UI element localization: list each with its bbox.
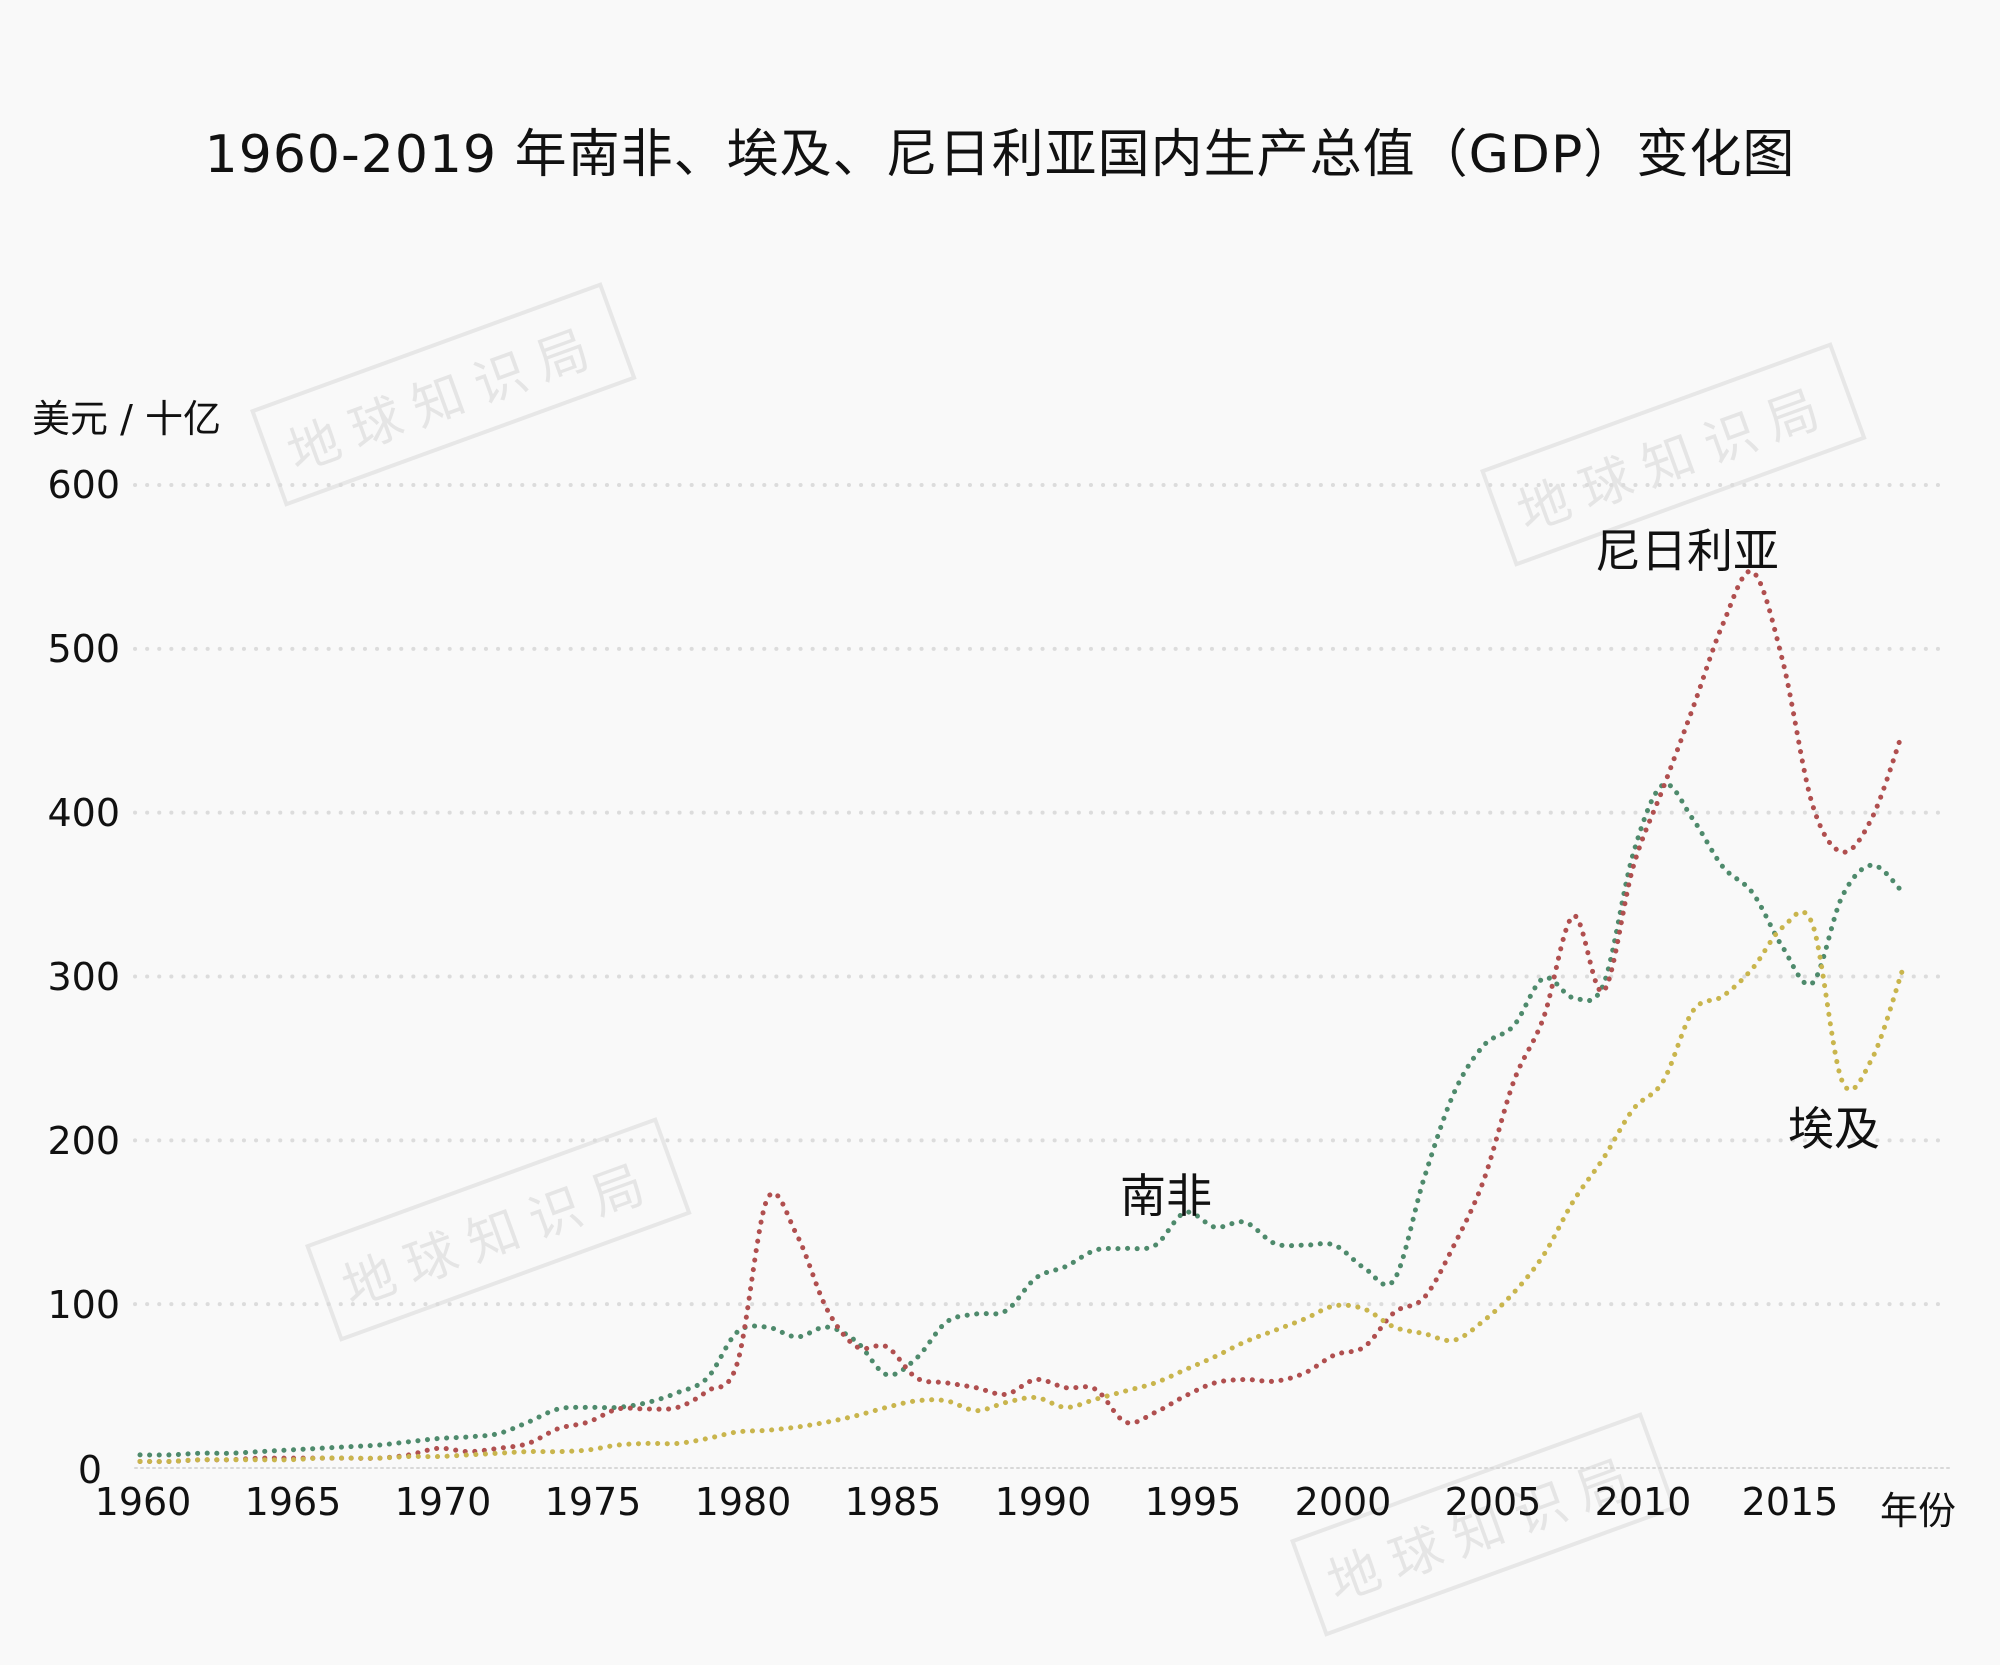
y-tick-label: 500 <box>47 627 120 671</box>
series-line-南非 <box>137 781 1905 1458</box>
x-tick-label: 1985 <box>844 1480 942 1524</box>
series-label-south-africa: 南非 <box>1120 1169 1212 1223</box>
x-tick-label: 1990 <box>994 1480 1092 1524</box>
x-tick-label: 2010 <box>1594 1480 1692 1524</box>
x-tick-label: 1975 <box>544 1480 642 1524</box>
y-tick-label: 100 <box>47 1283 120 1327</box>
y-tick-label: 0 <box>77 1448 102 1492</box>
y-tick-label: 200 <box>47 1119 120 1163</box>
series-line-埃及 <box>137 909 1905 1465</box>
x-tick-label: 1960 <box>94 1480 192 1524</box>
x-tick-label: 1980 <box>694 1480 792 1524</box>
chart-title: 1960-2019 年南非、埃及、尼日利亚国内生产总值（GDP）变化图 <box>204 125 1796 185</box>
x-tick-label: 1965 <box>244 1480 342 1524</box>
series-line-尼日利亚 <box>137 568 1905 1465</box>
x-tick-label: 2000 <box>1294 1480 1392 1524</box>
x-tick-label: 1995 <box>1144 1480 1242 1524</box>
x-tick-label: 1970 <box>394 1480 492 1524</box>
y-axis-unit-label: 美元 / 十亿 <box>32 397 221 441</box>
x-tick-label: 2015 <box>1741 1480 1839 1524</box>
x-tick-label: 2005 <box>1444 1480 1542 1524</box>
x-axis-unit-label: 年份 <box>1880 1489 1957 1533</box>
y-tick-label: 600 <box>47 463 120 507</box>
series-label-nigeria: 尼日利亚 <box>1595 524 1779 578</box>
series-label-egypt: 埃及 <box>1788 1102 1880 1156</box>
y-tick-label: 400 <box>47 791 120 835</box>
y-tick-label: 300 <box>47 955 120 999</box>
